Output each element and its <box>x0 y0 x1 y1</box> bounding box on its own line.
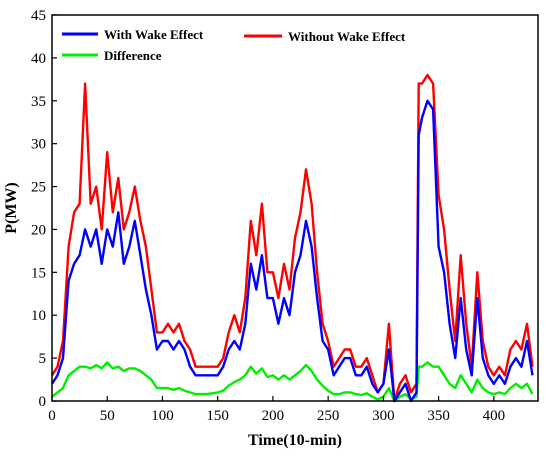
plot-frame <box>51 14 539 402</box>
x-tick-label: 0 <box>48 408 56 424</box>
x-tick-label: 50 <box>100 408 115 424</box>
legend-label: With Wake Effect <box>104 27 204 42</box>
y-tick-label: 35 <box>31 94 46 110</box>
x-tick-label: 100 <box>151 408 174 424</box>
series-layer <box>50 73 534 403</box>
ticks-layer: 0 50 100 150 200 250 300 350 400 0 5 10 15 20 25 30 35 40… <box>31 8 505 424</box>
x-tick-label: 200 <box>262 408 285 424</box>
legend: With Wake Effect Without Wake Effect Diffe… <box>62 27 406 63</box>
x-tick-label: 250 <box>317 408 340 424</box>
y-tick-label: 5 <box>39 351 47 367</box>
x-tick-label: 400 <box>483 408 506 424</box>
legend-label: Difference <box>104 48 162 63</box>
x-axis-title: Time(10-min) <box>248 432 342 449</box>
y-tick-label: 10 <box>31 308 46 324</box>
x-tick-label: 350 <box>427 408 450 424</box>
x-tick-label: 150 <box>206 408 229 424</box>
y-tick-label: 30 <box>31 137 46 153</box>
y-tick-label: 45 <box>31 8 46 24</box>
series-line-with-wake-effect <box>50 99 534 403</box>
y-tick-label: 0 <box>39 394 47 410</box>
series-line-without-wake-effect <box>50 73 534 403</box>
series-line-difference <box>51 361 534 403</box>
y-tick-label: 15 <box>31 265 46 281</box>
y-tick-label: 20 <box>31 222 46 238</box>
legend-label: Without Wake Effect <box>288 29 406 44</box>
x-tick-label: 300 <box>372 408 395 424</box>
y-tick-label: 25 <box>31 180 46 196</box>
y-tick-label: 40 <box>31 51 46 67</box>
y-axis-title: P(MW) <box>3 182 20 234</box>
